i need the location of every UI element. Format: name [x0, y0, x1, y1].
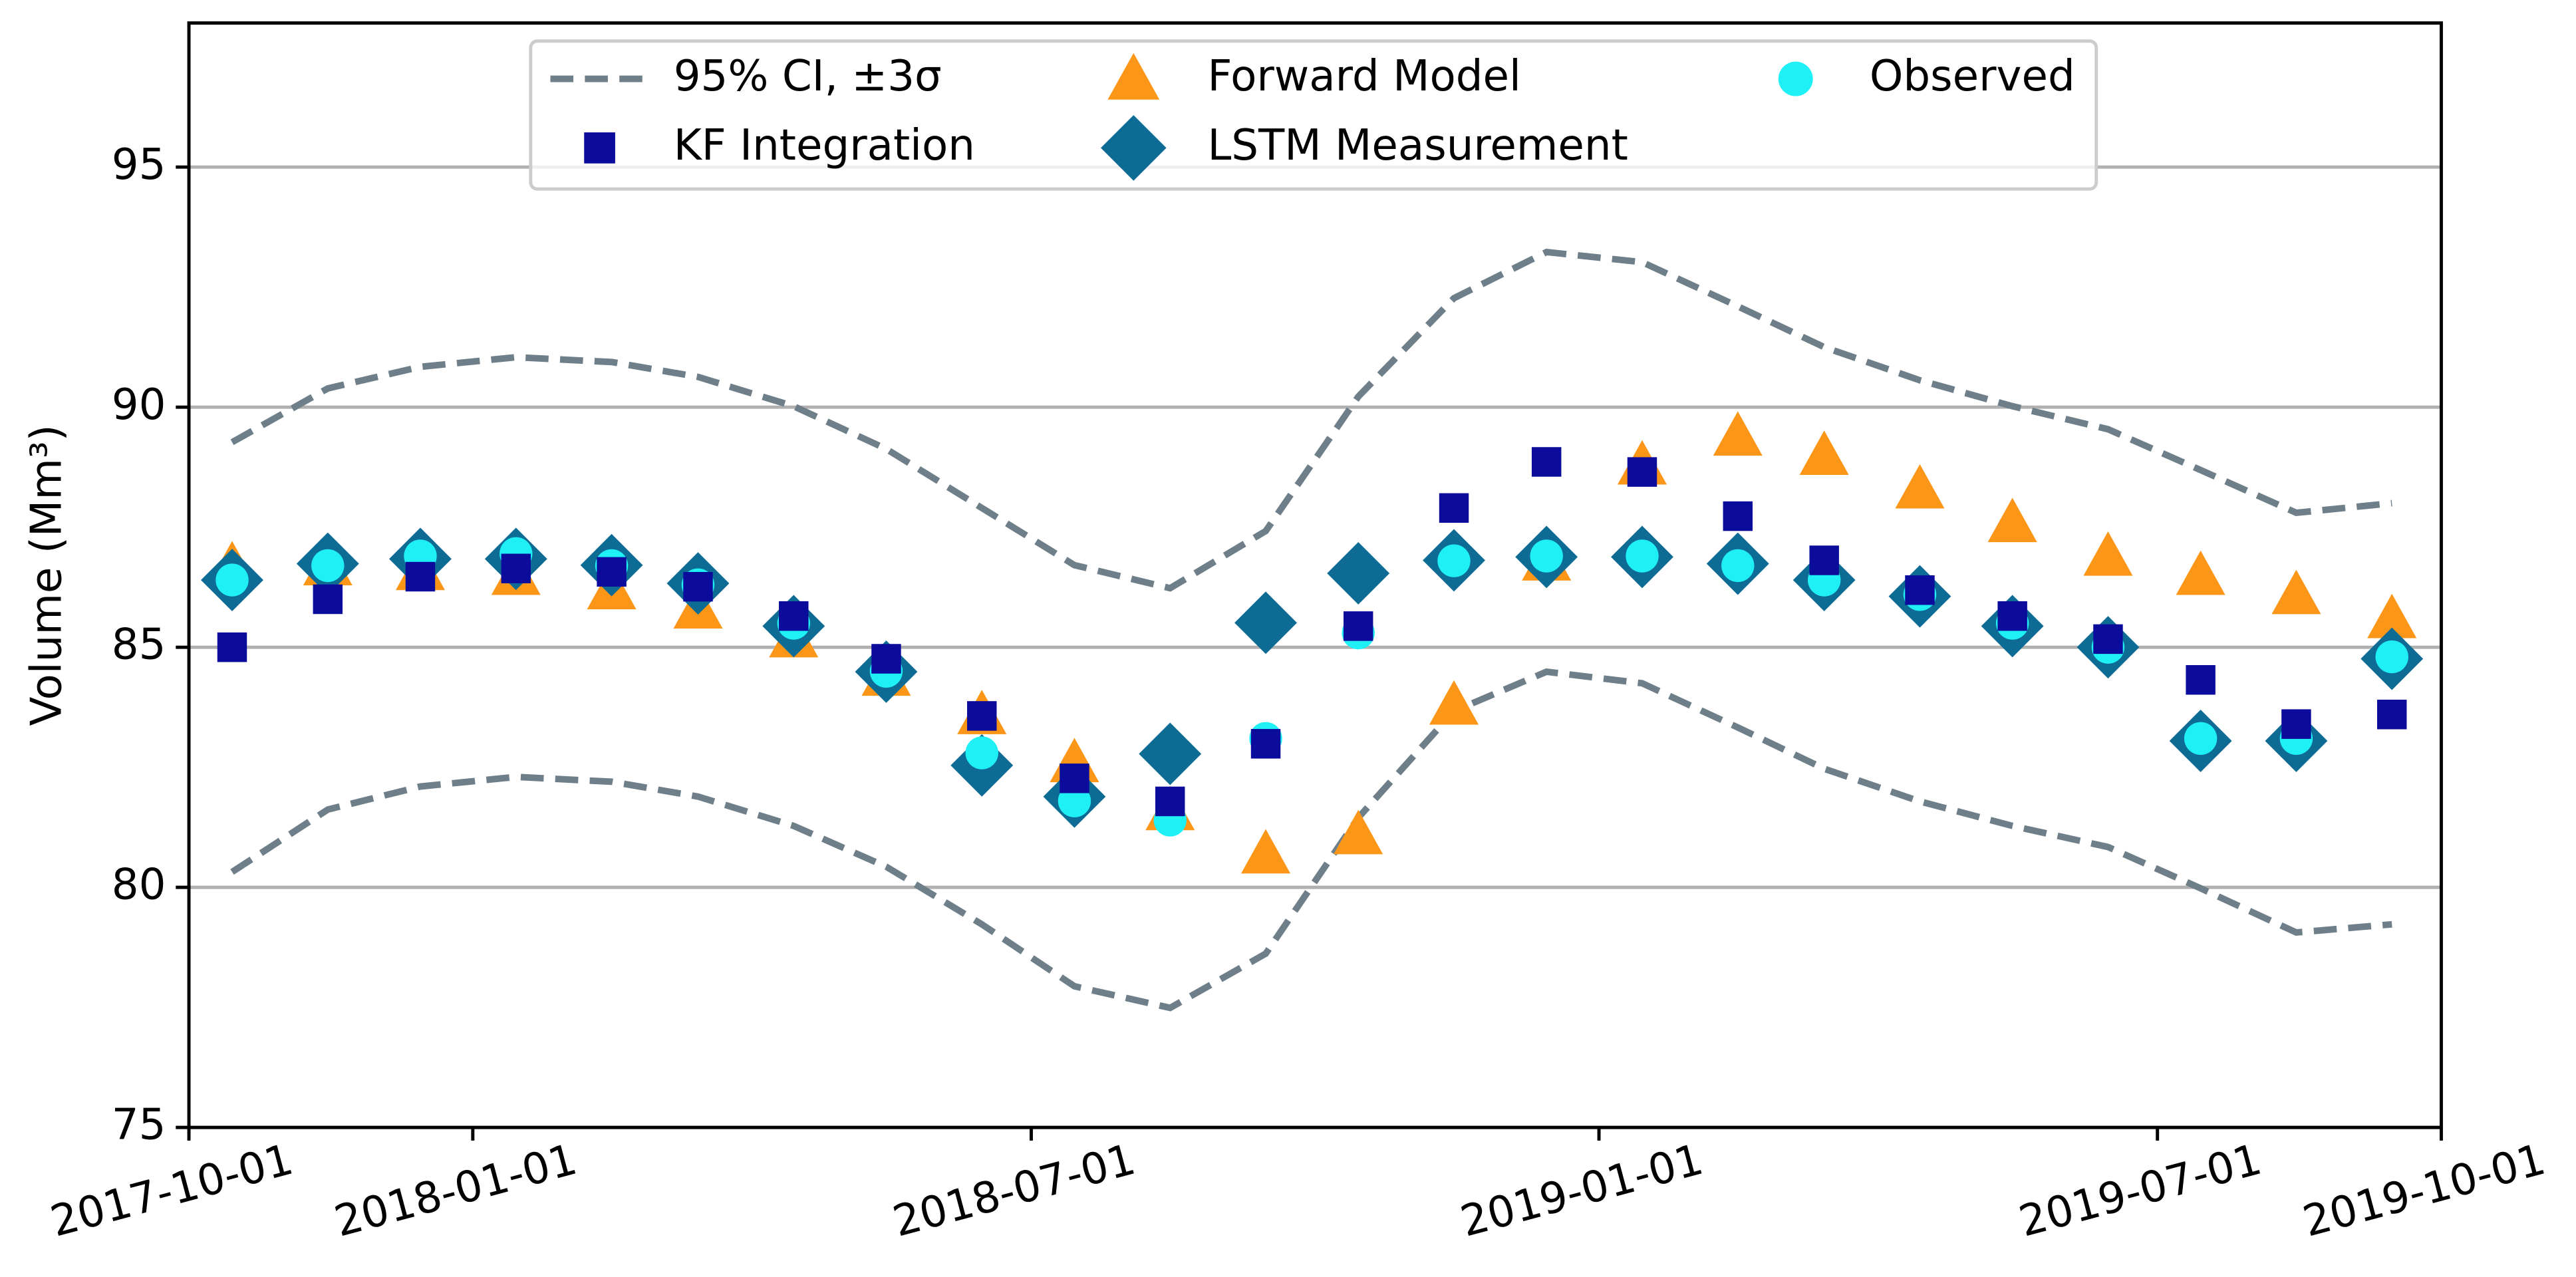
y-axis-label: Volume (Mm³)	[22, 424, 72, 726]
marker	[311, 549, 345, 583]
marker	[871, 644, 901, 674]
legend-marker	[1778, 61, 1813, 96]
marker	[1250, 729, 1281, 759]
marker	[1530, 539, 1563, 573]
marker	[2184, 722, 2218, 756]
marker	[313, 584, 343, 615]
marker	[1155, 786, 1185, 817]
marker	[215, 563, 249, 597]
y-tick-label: 95	[112, 140, 166, 190]
marker	[405, 561, 436, 592]
marker	[779, 601, 809, 631]
legend-marker	[1107, 53, 1160, 100]
marker	[2176, 550, 2225, 595]
marker	[1139, 722, 1202, 785]
marker	[1439, 493, 1469, 523]
marker	[1626, 539, 1659, 573]
marker	[1334, 809, 1383, 855]
marker	[1437, 544, 1471, 577]
x-tick-label: 2018-01-01	[329, 1135, 582, 1247]
marker	[1627, 457, 1657, 487]
y-tick-label: 80	[112, 860, 166, 910]
x-tick-label: 2019-07-01	[2014, 1135, 2267, 1247]
marker	[2271, 569, 2321, 615]
ci-line	[230, 668, 2392, 1012]
y-tick-label: 75	[112, 1100, 166, 1150]
marker	[2281, 709, 2311, 739]
marker	[1997, 601, 2027, 631]
marker	[2377, 699, 2407, 730]
marker	[1723, 501, 1753, 531]
marker	[2375, 640, 2408, 674]
legend-label: 95% CI, ±3σ	[674, 51, 942, 101]
legend-box	[529, 39, 2098, 191]
y-tick-label: 85	[112, 620, 166, 670]
marker	[2186, 665, 2216, 695]
y-tick-label: 90	[112, 380, 166, 430]
marker	[965, 736, 998, 770]
legend-label: Forward Model	[1207, 51, 1520, 101]
marker	[1721, 549, 1755, 583]
marker	[217, 632, 247, 662]
marker	[2093, 624, 2123, 654]
legend-label: LSTM Measurement	[1207, 120, 1628, 170]
marker	[1713, 411, 1763, 456]
marker	[1343, 611, 1373, 641]
marker	[1809, 545, 1839, 575]
x-tick-label: 2017-10-01	[45, 1135, 298, 1247]
marker	[967, 701, 997, 731]
marker	[597, 557, 627, 587]
marker	[1799, 430, 1849, 476]
marker	[1240, 829, 1291, 874]
legend-marker	[1101, 115, 1167, 181]
legend-label: Observed	[1870, 51, 2075, 101]
marker	[1987, 497, 2037, 543]
marker	[1060, 764, 1089, 793]
marker	[1234, 591, 1297, 654]
marker	[1895, 464, 1945, 509]
x-tick-label: 2019-01-01	[1455, 1135, 1708, 1247]
marker	[1531, 447, 1562, 477]
marker	[2083, 531, 2133, 576]
x-tick-label: 2018-07-01	[888, 1135, 1141, 1247]
marker	[501, 553, 531, 583]
ci-line	[230, 248, 2392, 592]
plot-frame	[187, 21, 2443, 1129]
marker	[1905, 575, 1935, 605]
legend-marker	[584, 132, 615, 164]
marker	[683, 571, 713, 602]
x-tick-label: 2019-10-01	[2298, 1135, 2551, 1247]
marker	[1327, 542, 1390, 605]
legend-label: KF Integration	[674, 120, 975, 170]
marker	[2367, 593, 2417, 638]
marker	[1429, 680, 1479, 725]
